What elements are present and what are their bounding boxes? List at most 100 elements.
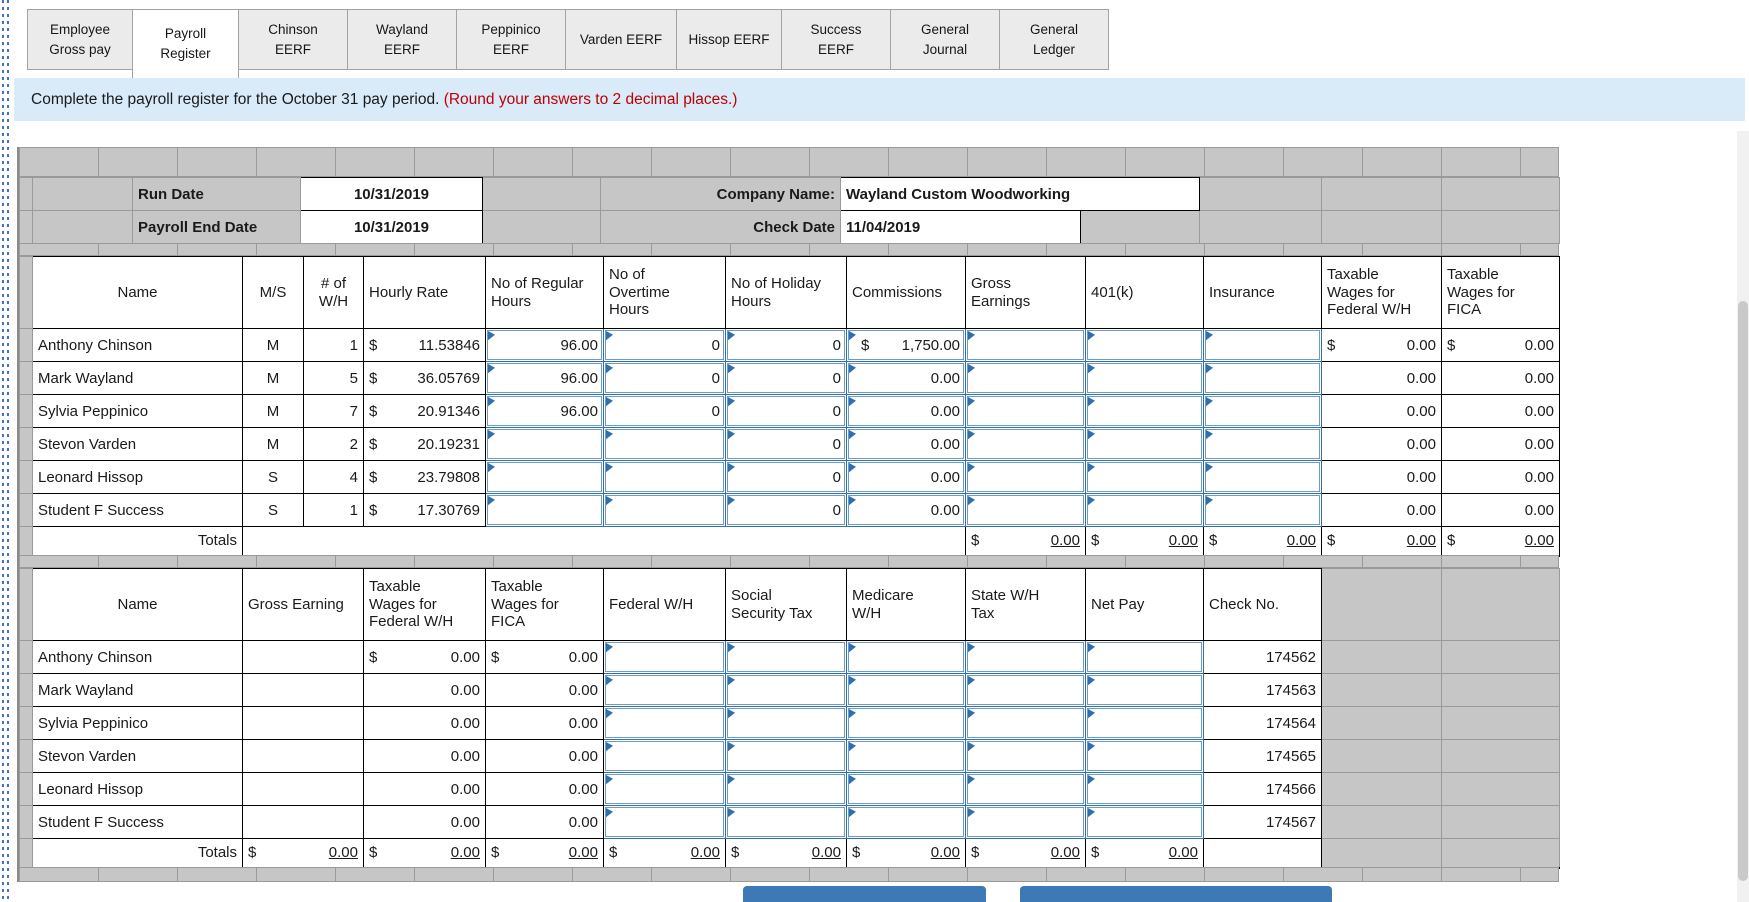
input-commissions[interactable]: 0.00 xyxy=(846,361,966,395)
cell-marker-icon xyxy=(849,676,856,686)
input-insurance[interactable] xyxy=(1203,361,1322,395)
input-medicare[interactable] xyxy=(846,805,966,839)
input-insurance[interactable] xyxy=(1203,427,1322,461)
input-holiday-hours[interactable]: 0 xyxy=(725,493,847,527)
tab-peppinico-eerf[interactable]: Peppinico EERF xyxy=(456,9,566,70)
input-insurance[interactable] xyxy=(1203,493,1322,527)
input-medicare[interactable] xyxy=(846,772,966,806)
input-gross-earnings[interactable] xyxy=(965,394,1086,428)
input-401k[interactable] xyxy=(1085,394,1204,428)
input-commissions[interactable]: 0.00 xyxy=(846,460,966,494)
bottom-left-button[interactable] xyxy=(743,886,986,902)
input-regular-hours[interactable] xyxy=(485,427,604,461)
input-social-security[interactable] xyxy=(725,673,847,707)
input-state-wh[interactable] xyxy=(965,640,1086,674)
cell-value: 0.00 xyxy=(1524,402,1554,420)
input-gross-earnings[interactable] xyxy=(965,361,1086,395)
input-social-security[interactable] xyxy=(725,640,847,674)
input-regular-hours[interactable]: 96.00 xyxy=(485,394,604,428)
input-medicare[interactable] xyxy=(846,640,966,674)
tab-hissop-eerf[interactable]: Hissop EERF xyxy=(676,9,782,70)
tab-success-eerf[interactable]: Success EERF xyxy=(781,9,891,70)
input-insurance[interactable] xyxy=(1203,460,1322,494)
input-insurance[interactable] xyxy=(1203,394,1322,428)
vertical-scrollbar[interactable] xyxy=(1737,131,1749,902)
input-state-wh[interactable] xyxy=(965,739,1086,773)
grid-cell xyxy=(482,210,601,244)
input-net-pay[interactable] xyxy=(1085,805,1204,839)
input-federal-wh[interactable] xyxy=(603,772,726,806)
input-gross-earnings[interactable] xyxy=(965,460,1086,494)
input-holiday-hours[interactable]: 0 xyxy=(725,394,847,428)
input-social-security[interactable] xyxy=(725,706,847,740)
input-medicare[interactable] xyxy=(846,739,966,773)
input-commissions[interactable]: 0.00 xyxy=(846,394,966,428)
taxable-federal: 0.00 xyxy=(363,805,486,839)
bottom-right-button[interactable] xyxy=(1020,886,1332,902)
input-overtime-hours[interactable] xyxy=(603,493,726,527)
input-federal-wh[interactable] xyxy=(603,673,726,707)
input-401k[interactable] xyxy=(1085,361,1204,395)
input-net-pay[interactable] xyxy=(1085,772,1204,806)
input-holiday-hours[interactable]: 0 xyxy=(725,460,847,494)
input-holiday-hours[interactable]: 0 xyxy=(725,427,847,461)
input-commissions[interactable]: 0.00 xyxy=(846,493,966,527)
input-net-pay[interactable] xyxy=(1085,739,1204,773)
input-gross-earnings[interactable] xyxy=(965,427,1086,461)
input-overtime-hours[interactable]: 0 xyxy=(603,394,726,428)
input-federal-wh[interactable] xyxy=(603,640,726,674)
input-net-pay[interactable] xyxy=(1085,640,1204,674)
input-gross-earnings[interactable] xyxy=(965,328,1086,362)
input-overtime-hours[interactable]: 0 xyxy=(603,361,726,395)
input-state-wh[interactable] xyxy=(965,805,1086,839)
input-social-security[interactable] xyxy=(725,805,847,839)
input-holiday-hours[interactable]: 0 xyxy=(725,328,847,362)
input-regular-hours[interactable] xyxy=(485,493,604,527)
input-insurance[interactable] xyxy=(1203,328,1322,362)
scrollbar-thumb[interactable] xyxy=(1738,301,1748,881)
input-overtime-hours[interactable] xyxy=(603,427,726,461)
input-federal-wh[interactable] xyxy=(603,805,726,839)
tab-chinson-eerf[interactable]: Chinson EERF xyxy=(238,9,348,70)
input-401k[interactable] xyxy=(1085,493,1204,527)
withholdings: 5 xyxy=(303,361,364,395)
cell-marker-icon xyxy=(968,775,975,785)
taxable-fica: 0.00 xyxy=(1441,394,1560,428)
input-401k[interactable] xyxy=(1085,460,1204,494)
input-gross-earnings[interactable] xyxy=(965,493,1086,527)
table-row: Sylvia Peppinico M 7 $20.91346 96.00 0 0… xyxy=(19,394,1560,428)
input-net-pay[interactable] xyxy=(1085,706,1204,740)
cell-marker-icon xyxy=(1088,742,1095,752)
input-social-security[interactable] xyxy=(725,739,847,773)
tab-varden-eerf[interactable]: Varden EERF xyxy=(565,9,677,70)
input-medicare[interactable] xyxy=(846,706,966,740)
tab-general-journal[interactable]: General Journal xyxy=(890,9,1000,70)
input-net-pay[interactable] xyxy=(1085,673,1204,707)
input-medicare[interactable] xyxy=(846,673,966,707)
cell-marker-icon xyxy=(968,463,975,473)
input-overtime-hours[interactable] xyxy=(603,460,726,494)
tab-general-ledger[interactable]: General Ledger xyxy=(999,9,1109,70)
input-commissions[interactable]: $1,750.00 xyxy=(846,328,966,362)
totals-row: Totals $0.00 $0.00 $0.00 $0.00 $0.00 xyxy=(19,526,1560,557)
input-commissions[interactable]: 0.00 xyxy=(846,427,966,461)
input-federal-wh[interactable] xyxy=(603,739,726,773)
input-regular-hours[interactable]: 96.00 xyxy=(485,328,604,362)
tab-payroll-register[interactable]: Payroll Register xyxy=(132,9,239,78)
tab-wayland-eerf[interactable]: Wayland EERF xyxy=(347,9,457,70)
input-social-security[interactable] xyxy=(725,772,847,806)
input-state-wh[interactable] xyxy=(965,772,1086,806)
input-state-wh[interactable] xyxy=(965,673,1086,707)
input-regular-hours[interactable] xyxy=(485,460,604,494)
tab-employee-gross-pay[interactable]: Employee Gross pay xyxy=(27,9,133,70)
cell-value: 0 xyxy=(832,336,841,354)
input-overtime-hours[interactable]: 0 xyxy=(603,328,726,362)
cell-marker-icon xyxy=(1206,397,1213,407)
input-federal-wh[interactable] xyxy=(603,706,726,740)
cell-marker-icon xyxy=(968,643,975,653)
input-regular-hours[interactable]: 96.00 xyxy=(485,361,604,395)
input-holiday-hours[interactable]: 0 xyxy=(725,361,847,395)
input-401k[interactable] xyxy=(1085,427,1204,461)
input-state-wh[interactable] xyxy=(965,706,1086,740)
input-401k[interactable] xyxy=(1085,328,1204,362)
